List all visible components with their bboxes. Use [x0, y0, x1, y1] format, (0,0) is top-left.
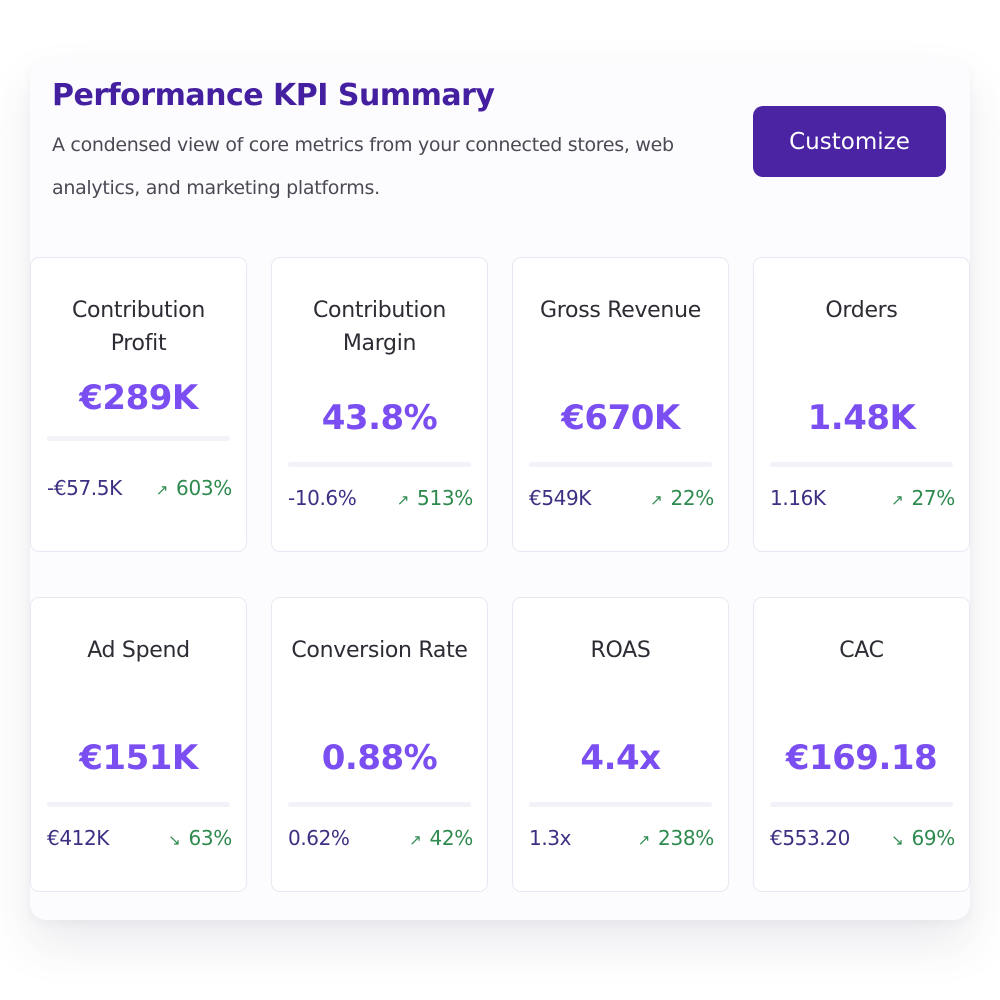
- kpi-previous-value: -10.6%: [288, 486, 357, 510]
- kpi-footer: €549K ↗ 22%: [529, 486, 714, 510]
- kpi-change-value: 513%: [417, 486, 473, 510]
- kpi-change: ↗ 238%: [637, 826, 715, 850]
- kpi-label: ROAS: [590, 638, 651, 663]
- kpi-footer: 1.3x ↗ 238%: [529, 826, 714, 850]
- kpi-change-value: 63%: [188, 826, 232, 850]
- arrow-up-right-icon: ↗: [637, 831, 651, 849]
- kpi-change: ↗ 513%: [396, 486, 474, 510]
- kpi-previous-value: €412K: [47, 826, 110, 850]
- kpi-value: 4.4x: [580, 738, 661, 778]
- kpi-label: Contribution Profit: [72, 298, 205, 356]
- kpi-previous-value: €553.20: [770, 826, 850, 850]
- kpi-previous-value: €549K: [529, 486, 592, 510]
- arrow-down-right-icon: ↘: [891, 831, 904, 849]
- kpi-divider: [47, 802, 230, 807]
- kpi-card-gross-revenue[interactable]: Gross Revenue €670K €549K ↗ 22%: [512, 257, 729, 552]
- arrow-up-right-icon: ↗: [155, 481, 169, 499]
- kpi-previous-value: 1.3x: [529, 826, 572, 850]
- kpi-divider: [770, 802, 953, 807]
- kpi-card-ad-spend[interactable]: Ad Spend €151K €412K ↘ 63%: [30, 597, 247, 892]
- customize-button[interactable]: Customize: [753, 106, 946, 177]
- kpi-change-value: 603%: [176, 476, 232, 500]
- kpi-label: Orders: [825, 298, 898, 323]
- kpi-divider: [47, 436, 230, 441]
- page-subtitle: A condensed view of core metrics from yo…: [52, 134, 674, 199]
- kpi-change-value: 27%: [911, 486, 955, 510]
- kpi-value: €151K: [79, 738, 198, 778]
- kpi-footer: €553.20 ↘ 69%: [770, 826, 955, 850]
- kpi-change-value: 69%: [911, 826, 955, 850]
- kpi-label: CAC: [839, 638, 884, 663]
- kpi-divider: [770, 462, 953, 467]
- kpi-value: 1.48K: [807, 398, 916, 438]
- kpi-value: 0.88%: [321, 738, 438, 778]
- kpi-card-orders[interactable]: Orders 1.48K 1.16K ↗ 27%: [753, 257, 970, 552]
- kpi-change: ↗ 603%: [155, 476, 233, 500]
- kpi-footer: -10.6% ↗ 513%: [288, 486, 473, 510]
- kpi-value: €169.18: [785, 738, 938, 778]
- kpi-change: ↗ 27%: [891, 486, 955, 510]
- kpi-footer: 1.16K ↗ 27%: [770, 486, 955, 510]
- kpi-card-conversion-rate[interactable]: Conversion Rate 0.88% 0.62% ↗ 42%: [271, 597, 488, 892]
- kpi-footer: -€57.5K ↗ 603%: [47, 476, 232, 500]
- arrow-down-right-icon: ↘: [168, 831, 181, 849]
- arrow-up-right-icon: ↗: [396, 491, 410, 509]
- kpi-label: Ad Spend: [87, 638, 190, 663]
- kpi-value: 43.8%: [321, 398, 438, 438]
- kpi-previous-value: -€57.5K: [47, 476, 122, 500]
- kpi-footer: €412K ↘ 63%: [47, 826, 232, 850]
- arrow-up-right-icon: ↗: [891, 491, 904, 509]
- arrow-up-right-icon: ↗: [409, 831, 422, 849]
- kpi-change: ↘ 63%: [168, 826, 232, 850]
- kpi-divider: [529, 802, 712, 807]
- kpi-previous-value: 1.16K: [770, 486, 826, 510]
- kpi-divider: [288, 802, 471, 807]
- kpi-divider: [529, 462, 712, 467]
- kpi-card-roas[interactable]: ROAS 4.4x 1.3x ↗ 238%: [512, 597, 729, 892]
- kpi-card-contribution-profit[interactable]: Contribution Profit €289K -€57.5K ↗ 603%: [30, 257, 247, 552]
- kpi-footer: 0.62% ↗ 42%: [288, 826, 473, 850]
- kpi-label: Conversion Rate: [291, 638, 468, 663]
- kpi-value: €670K: [561, 398, 680, 438]
- kpi-previous-value: 0.62%: [288, 826, 350, 850]
- kpi-card-contribution-margin[interactable]: Contribution Margin 43.8% -10.6% ↗ 513%: [271, 257, 488, 552]
- page-title: Performance KPI Summary: [52, 78, 495, 113]
- kpi-value: €289K: [79, 378, 198, 418]
- kpi-label: Contribution Margin: [313, 298, 446, 356]
- arrow-up-right-icon: ↗: [650, 491, 663, 509]
- kpi-grid: Contribution Profit €289K -€57.5K ↗ 603% …: [30, 257, 970, 892]
- kpi-label: Gross Revenue: [540, 298, 701, 323]
- kpi-divider: [288, 462, 471, 467]
- kpi-change: ↗ 22%: [650, 486, 714, 510]
- kpi-card-cac[interactable]: CAC €169.18 €553.20 ↘ 69%: [753, 597, 970, 892]
- kpi-change-value: 22%: [670, 486, 714, 510]
- kpi-change-value: 238%: [658, 826, 714, 850]
- kpi-change: ↗ 42%: [409, 826, 473, 850]
- kpi-change: ↘ 69%: [891, 826, 955, 850]
- kpi-change-value: 42%: [429, 826, 473, 850]
